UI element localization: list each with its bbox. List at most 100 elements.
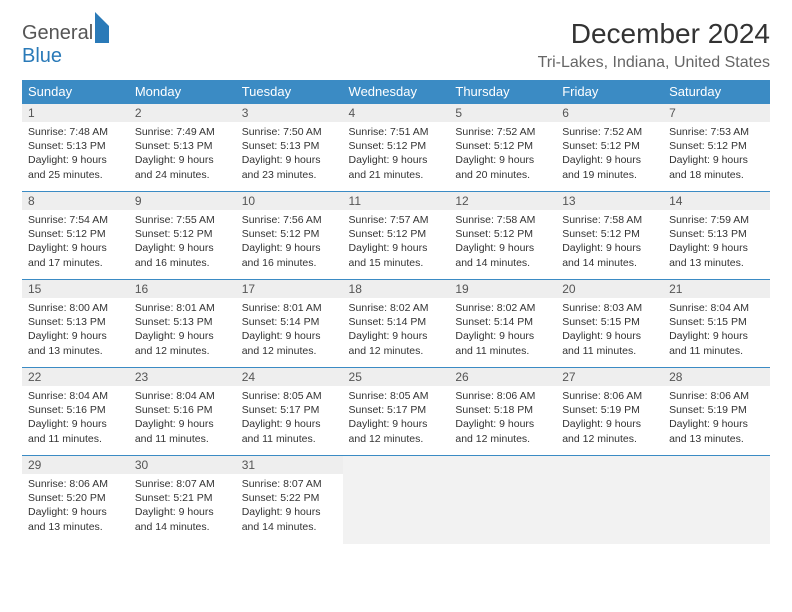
sunrise-line: Sunrise: 7:58 AM: [455, 213, 550, 227]
sunset-line: Sunset: 5:12 PM: [562, 227, 657, 241]
day-cell: 10Sunrise: 7:56 AMSunset: 5:12 PMDayligh…: [236, 192, 343, 280]
sunrise-line: Sunrise: 8:04 AM: [135, 389, 230, 403]
day-number: 10: [236, 192, 343, 210]
sunset-line: Sunset: 5:15 PM: [669, 315, 764, 329]
day-number: 29: [22, 456, 129, 474]
header: General Blue December 2024 Tri-Lakes, In…: [22, 18, 770, 72]
sunrise-line: Sunrise: 7:51 AM: [349, 125, 444, 139]
sunset-line: Sunset: 5:20 PM: [28, 491, 123, 505]
day-cell: 13Sunrise: 7:58 AMSunset: 5:12 PMDayligh…: [556, 192, 663, 280]
day-details: Sunrise: 7:49 AMSunset: 5:13 PMDaylight:…: [129, 122, 236, 188]
day-details: Sunrise: 8:05 AMSunset: 5:17 PMDaylight:…: [236, 386, 343, 452]
day-number: 2: [129, 104, 236, 122]
day-cell: 22Sunrise: 8:04 AMSunset: 5:16 PMDayligh…: [22, 368, 129, 456]
column-header: Friday: [556, 80, 663, 104]
daylight-line: Daylight: 9 hours and 13 minutes.: [28, 329, 123, 357]
day-cell: 2Sunrise: 7:49 AMSunset: 5:13 PMDaylight…: [129, 104, 236, 192]
day-details: Sunrise: 7:56 AMSunset: 5:12 PMDaylight:…: [236, 210, 343, 276]
sunset-line: Sunset: 5:18 PM: [455, 403, 550, 417]
day-cell: 17Sunrise: 8:01 AMSunset: 5:14 PMDayligh…: [236, 280, 343, 368]
title-block: December 2024 Tri-Lakes, Indiana, United…: [538, 18, 770, 72]
day-details: Sunrise: 7:48 AMSunset: 5:13 PMDaylight:…: [22, 122, 129, 188]
day-number: 28: [663, 368, 770, 386]
sunset-line: Sunset: 5:19 PM: [669, 403, 764, 417]
table-row: 8Sunrise: 7:54 AMSunset: 5:12 PMDaylight…: [22, 192, 770, 280]
daylight-line: Daylight: 9 hours and 17 minutes.: [28, 241, 123, 269]
day-number: 7: [663, 104, 770, 122]
day-details: Sunrise: 8:02 AMSunset: 5:14 PMDaylight:…: [449, 298, 556, 364]
sunrise-line: Sunrise: 7:56 AM: [242, 213, 337, 227]
day-number: 3: [236, 104, 343, 122]
day-number: 24: [236, 368, 343, 386]
sunrise-line: Sunrise: 7:52 AM: [562, 125, 657, 139]
sunrise-line: Sunrise: 7:58 AM: [562, 213, 657, 227]
daylight-line: Daylight: 9 hours and 18 minutes.: [669, 153, 764, 181]
day-details: Sunrise: 7:57 AMSunset: 5:12 PMDaylight:…: [343, 210, 450, 276]
day-number: 20: [556, 280, 663, 298]
sunrise-line: Sunrise: 8:04 AM: [28, 389, 123, 403]
day-details: Sunrise: 7:58 AMSunset: 5:12 PMDaylight:…: [556, 210, 663, 276]
day-details: Sunrise: 8:00 AMSunset: 5:13 PMDaylight:…: [22, 298, 129, 364]
calendar-table: SundayMondayTuesdayWednesdayThursdayFrid…: [22, 80, 770, 544]
daylight-line: Daylight: 9 hours and 11 minutes.: [669, 329, 764, 357]
daylight-line: Daylight: 9 hours and 12 minutes.: [135, 329, 230, 357]
sunset-line: Sunset: 5:12 PM: [562, 139, 657, 153]
day-details: Sunrise: 7:55 AMSunset: 5:12 PMDaylight:…: [129, 210, 236, 276]
day-number: 25: [343, 368, 450, 386]
column-header: Saturday: [663, 80, 770, 104]
daylight-line: Daylight: 9 hours and 21 minutes.: [349, 153, 444, 181]
day-cell: 1Sunrise: 7:48 AMSunset: 5:13 PMDaylight…: [22, 104, 129, 192]
empty-cell: [556, 456, 663, 544]
daylight-line: Daylight: 9 hours and 13 minutes.: [28, 505, 123, 533]
daylight-line: Daylight: 9 hours and 12 minutes.: [242, 329, 337, 357]
day-cell: 15Sunrise: 8:00 AMSunset: 5:13 PMDayligh…: [22, 280, 129, 368]
sunset-line: Sunset: 5:14 PM: [242, 315, 337, 329]
sunrise-line: Sunrise: 7:54 AM: [28, 213, 123, 227]
day-number: 4: [343, 104, 450, 122]
day-cell: 29 Sunrise: 8:06 AMSunset: 5:20 PMDayligh…: [22, 456, 129, 544]
daylight-line: Daylight: 9 hours and 20 minutes.: [455, 153, 550, 181]
day-details: Sunrise: 8:03 AMSunset: 5:15 PMDaylight:…: [556, 298, 663, 364]
sunrise-line: Sunrise: 8:06 AM: [455, 389, 550, 403]
day-details: Sunrise: 8:06 AMSunset: 5:18 PMDaylight:…: [449, 386, 556, 452]
day-number: 15: [22, 280, 129, 298]
day-cell: 25Sunrise: 8:05 AMSunset: 5:17 PMDayligh…: [343, 368, 450, 456]
sunset-line: Sunset: 5:19 PM: [562, 403, 657, 417]
day-number: 18: [343, 280, 450, 298]
column-header: Sunday: [22, 80, 129, 104]
logo: General Blue: [22, 18, 109, 68]
sunset-line: Sunset: 5:12 PM: [349, 139, 444, 153]
daylight-line: Daylight: 9 hours and 23 minutes.: [242, 153, 337, 181]
daylight-line: Daylight: 9 hours and 15 minutes.: [349, 241, 444, 269]
sunset-line: Sunset: 5:12 PM: [135, 227, 230, 241]
day-cell: 14Sunrise: 7:59 AMSunset: 5:13 PMDayligh…: [663, 192, 770, 280]
empty-cell: [343, 456, 450, 544]
daylight-line: Daylight: 9 hours and 14 minutes.: [455, 241, 550, 269]
sunset-line: Sunset: 5:12 PM: [669, 139, 764, 153]
sunrise-line: Sunrise: 8:06 AM: [669, 389, 764, 403]
sunrise-line: Sunrise: 8:06 AM: [28, 477, 123, 491]
day-number: 31: [236, 456, 343, 474]
sunset-line: Sunset: 5:12 PM: [349, 227, 444, 241]
day-cell: 12Sunrise: 7:58 AMSunset: 5:12 PMDayligh…: [449, 192, 556, 280]
daylight-line: Daylight: 9 hours and 12 minutes.: [562, 417, 657, 445]
day-number: 11: [343, 192, 450, 210]
sunrise-line: Sunrise: 7:52 AM: [455, 125, 550, 139]
sunrise-line: Sunrise: 8:07 AM: [242, 477, 337, 491]
column-header: Wednesday: [343, 80, 450, 104]
sunrise-line: Sunrise: 8:01 AM: [135, 301, 230, 315]
day-number: 5: [449, 104, 556, 122]
day-number: 12: [449, 192, 556, 210]
sunrise-line: Sunrise: 7:48 AM: [28, 125, 123, 139]
sunrise-line: Sunrise: 7:55 AM: [135, 213, 230, 227]
day-cell: 23Sunrise: 8:04 AMSunset: 5:16 PMDayligh…: [129, 368, 236, 456]
daylight-line: Daylight: 9 hours and 12 minutes.: [455, 417, 550, 445]
column-header: Monday: [129, 80, 236, 104]
table-row: 29 Sunrise: 8:06 AMSunset: 5:20 PMDayligh…: [22, 456, 770, 544]
day-details: Sunrise: 8:05 AMSunset: 5:17 PMDaylight:…: [343, 386, 450, 452]
day-cell: 5Sunrise: 7:52 AMSunset: 5:12 PMDaylight…: [449, 104, 556, 192]
sunset-line: Sunset: 5:21 PM: [135, 491, 230, 505]
daylight-line: Daylight: 9 hours and 12 minutes.: [349, 417, 444, 445]
day-details: Sunrise: 7:50 AMSunset: 5:13 PMDaylight:…: [236, 122, 343, 188]
day-details: Sunrise: 8:01 AMSunset: 5:14 PMDaylight:…: [236, 298, 343, 364]
